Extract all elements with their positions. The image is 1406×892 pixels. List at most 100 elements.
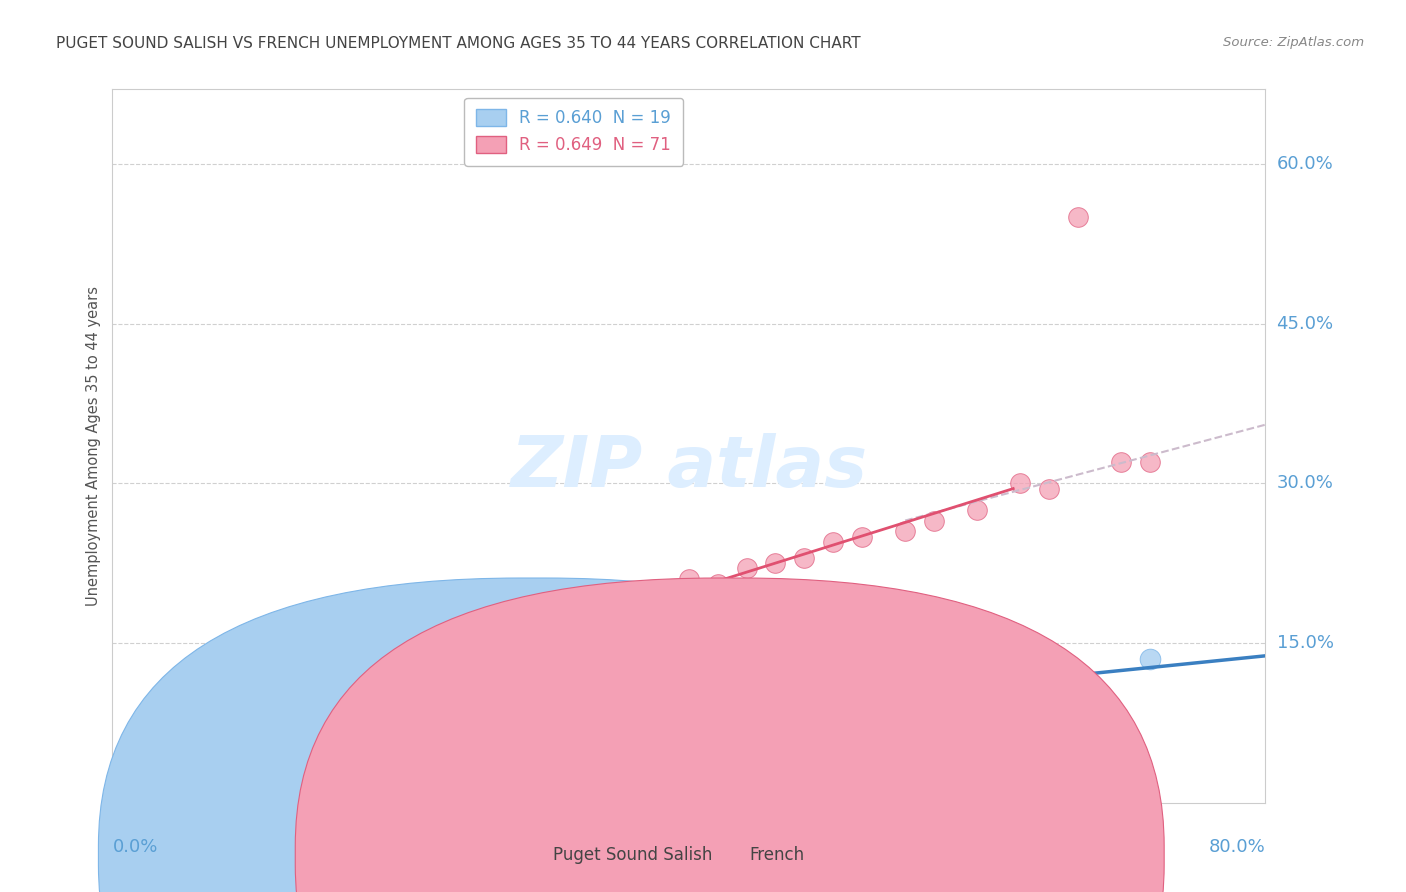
- Point: [152, 758, 174, 772]
- Point: [166, 753, 188, 767]
- Point: [634, 588, 657, 602]
- Point: [246, 715, 269, 730]
- Point: [851, 529, 873, 543]
- Point: [735, 561, 758, 575]
- Point: [375, 652, 398, 666]
- Text: 60.0%: 60.0%: [1277, 154, 1333, 173]
- Point: [1111, 455, 1133, 469]
- Point: [134, 758, 156, 772]
- Point: [346, 657, 368, 672]
- Text: ZIP atlas: ZIP atlas: [510, 433, 868, 502]
- Point: [519, 615, 541, 629]
- Point: [166, 726, 188, 740]
- Point: [793, 550, 815, 565]
- Point: [170, 731, 193, 746]
- Point: [138, 747, 160, 762]
- Point: [562, 609, 585, 624]
- Point: [606, 679, 628, 693]
- Point: [195, 731, 218, 746]
- Point: [148, 747, 170, 762]
- Point: [332, 684, 354, 698]
- Point: [145, 742, 167, 756]
- Point: [491, 625, 513, 640]
- Point: [765, 556, 787, 570]
- Point: [173, 721, 195, 735]
- Point: [156, 731, 179, 746]
- Point: [966, 503, 988, 517]
- Point: [152, 737, 174, 751]
- Point: [1038, 657, 1060, 672]
- Y-axis label: Unemployment Among Ages 35 to 44 years: Unemployment Among Ages 35 to 44 years: [86, 286, 101, 606]
- Point: [122, 742, 145, 756]
- Point: [188, 726, 211, 740]
- Point: [894, 524, 917, 539]
- Point: [548, 604, 571, 618]
- Point: [1010, 476, 1032, 491]
- Point: [461, 657, 484, 672]
- Point: [304, 679, 326, 693]
- Point: [389, 657, 412, 672]
- Point: [202, 737, 225, 751]
- Text: French: French: [749, 847, 804, 864]
- Point: [115, 769, 138, 783]
- Point: [217, 721, 239, 735]
- Text: 80.0%: 80.0%: [1209, 838, 1265, 856]
- Point: [115, 764, 138, 778]
- Point: [246, 710, 269, 724]
- Point: [1139, 652, 1161, 666]
- Point: [1038, 482, 1060, 496]
- Text: PUGET SOUND SALISH VS FRENCH UNEMPLOYMENT AMONG AGES 35 TO 44 YEARS CORRELATION : PUGET SOUND SALISH VS FRENCH UNEMPLOYMEN…: [56, 36, 860, 51]
- Point: [404, 673, 426, 688]
- Point: [1067, 210, 1090, 224]
- Point: [274, 690, 297, 704]
- Point: [202, 726, 225, 740]
- Point: [145, 742, 167, 756]
- Text: Source: ZipAtlas.com: Source: ZipAtlas.com: [1223, 36, 1364, 49]
- Point: [209, 710, 232, 724]
- Point: [1139, 455, 1161, 469]
- Point: [180, 721, 202, 735]
- Text: Puget Sound Salish: Puget Sound Salish: [553, 847, 711, 864]
- Point: [475, 647, 499, 661]
- Point: [922, 514, 945, 528]
- Point: [129, 731, 153, 746]
- Point: [606, 604, 628, 618]
- Point: [118, 753, 141, 767]
- Point: [576, 631, 599, 645]
- Point: [231, 726, 253, 740]
- Text: 30.0%: 30.0%: [1277, 475, 1333, 492]
- Point: [162, 737, 184, 751]
- Text: 45.0%: 45.0%: [1277, 315, 1334, 333]
- Point: [534, 620, 557, 634]
- Text: 15.0%: 15.0%: [1277, 634, 1333, 652]
- Point: [433, 668, 456, 682]
- Point: [707, 577, 730, 591]
- Point: [650, 593, 672, 607]
- Point: [129, 747, 153, 762]
- Point: [159, 769, 181, 783]
- Point: [138, 764, 160, 778]
- Point: [142, 753, 165, 767]
- Legend: R = 0.640  N = 19, R = 0.649  N = 71: R = 0.640 N = 19, R = 0.649 N = 71: [464, 97, 683, 166]
- Point: [217, 715, 239, 730]
- Point: [274, 726, 297, 740]
- Point: [127, 758, 149, 772]
- Point: [505, 631, 527, 645]
- Point: [664, 582, 686, 597]
- Point: [821, 534, 844, 549]
- Point: [318, 668, 340, 682]
- Point: [419, 641, 441, 656]
- Point: [188, 721, 211, 735]
- Point: [592, 599, 614, 613]
- Point: [195, 715, 218, 730]
- Point: [224, 706, 246, 720]
- Point: [678, 572, 700, 586]
- Point: [260, 700, 283, 714]
- Point: [894, 668, 917, 682]
- Point: [231, 700, 253, 714]
- Point: [288, 695, 311, 709]
- Point: [173, 737, 195, 751]
- Point: [108, 769, 131, 783]
- Point: [447, 631, 470, 645]
- Point: [159, 742, 181, 756]
